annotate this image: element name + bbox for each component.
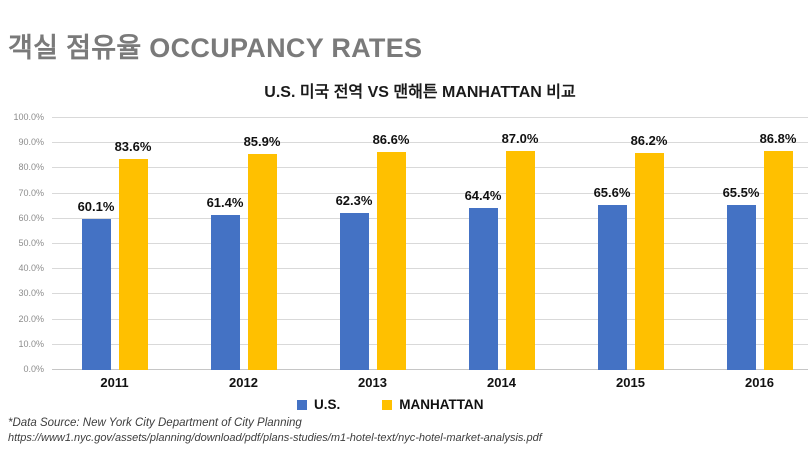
- gridline: [52, 268, 808, 270]
- gridline: [52, 192, 808, 194]
- bar-value-label: 65.5%: [722, 184, 760, 200]
- footer-source-text: *Data Source: New York City Department o…: [8, 417, 302, 429]
- legend-entry-us: U.S.: [297, 397, 340, 412]
- x-axis-labels: 2011 2012 2013 2014 2015 2016: [52, 375, 808, 391]
- y-tick-label: 90.0%: [18, 137, 44, 148]
- bar-manhattan-2013: [376, 151, 406, 370]
- bar-manhattan-2011: [118, 159, 148, 370]
- legend-entry-manhattan: MANHATTAN: [382, 397, 484, 412]
- gridline: [52, 117, 808, 118]
- legend-swatch-icon: [297, 399, 307, 410]
- y-tick-label: 80.0%: [18, 162, 44, 173]
- x-tick-label-2011: 2011: [100, 375, 129, 390]
- bar-us-2014: [468, 207, 498, 370]
- bar-manhattan-2014: [505, 150, 535, 370]
- chart-title: U.S. 미국 전역 VS 맨해튼 MANHATTAN 비교: [264, 84, 576, 101]
- bar-value-label: 62.3%: [335, 193, 373, 208]
- legend-label: MANHATTAN: [399, 397, 484, 412]
- gridline: [52, 142, 808, 144]
- y-tick-label: 60.0%: [18, 212, 44, 223]
- bar-value-label: 65.6%: [593, 184, 631, 200]
- x-axis-line: [52, 369, 808, 370]
- bar-value-label: 61.4%: [206, 195, 244, 211]
- x-tick-label-2016: 2016: [745, 375, 774, 390]
- bar-manhattan-2012: [247, 153, 277, 370]
- y-tick-label: 0.0%: [23, 364, 44, 374]
- x-tick-label-2012: 2012: [229, 375, 258, 390]
- gridline: [52, 167, 808, 169]
- y-axis-labels: 0.0% 10.0% 20.0% 30.0% 40.0% 50.0% 60.0% 70.0% 8…: [0, 112, 44, 374]
- y-tick-label: 20.0%: [18, 313, 44, 324]
- plot-area: 60.1% 61.4% 62.3% 64.4% 65.6% 65.5% 83.6% 85.9%…: [52, 117, 808, 370]
- data-source-note: *Data Source: New York City Department o…: [8, 417, 542, 444]
- y-tick-label: 30.0%: [18, 288, 44, 299]
- gridline: [52, 293, 808, 295]
- bar-us-2012: [210, 215, 240, 370]
- bar-us-2013: [339, 213, 369, 370]
- x-tick-label-2013: 2013: [358, 375, 387, 390]
- bar-value-label: 83.6%: [114, 139, 152, 155]
- gridline: [52, 343, 808, 345]
- y-tick-label: 10.0%: [18, 338, 44, 349]
- bar-us-2015: [597, 204, 627, 370]
- y-tick-label: 40.0%: [18, 263, 44, 274]
- bar-value-label: 86.6%: [372, 131, 410, 147]
- gridline: [52, 318, 808, 320]
- bar-manhattan-2016: [763, 151, 793, 370]
- footer-source-url: https://www1.nyc.gov/assets/planning/dow…: [8, 432, 542, 444]
- bar-value-label: 87.0%: [501, 130, 539, 146]
- x-tick-label-2014: 2014: [487, 375, 516, 390]
- bar-value-label: 86.2%: [630, 132, 668, 148]
- bar-value-label: 86.8%: [759, 131, 797, 147]
- page-title: 객실 점유율 OCCUPANCY RATES: [8, 33, 423, 63]
- y-tick-label: 100.0%: [13, 112, 44, 122]
- bar-us-2011: [81, 218, 111, 370]
- y-tick-label: 50.0%: [18, 238, 44, 248]
- gridline: [52, 243, 808, 244]
- bar-value-label: 64.4%: [464, 187, 502, 203]
- chart-legend: U.S. MANHATTAN: [297, 397, 484, 412]
- legend-swatch-icon: [382, 399, 393, 410]
- x-tick-label-2015: 2015: [616, 375, 645, 390]
- bar-us-2016: [726, 204, 756, 370]
- bar-value-label: 85.9%: [243, 133, 281, 149]
- gridline: [52, 217, 808, 219]
- y-tick-label: 70.0%: [18, 187, 44, 198]
- bar-manhattan-2015: [634, 152, 664, 370]
- bar-value-label: 60.1%: [77, 198, 115, 214]
- legend-label: U.S.: [314, 397, 341, 412]
